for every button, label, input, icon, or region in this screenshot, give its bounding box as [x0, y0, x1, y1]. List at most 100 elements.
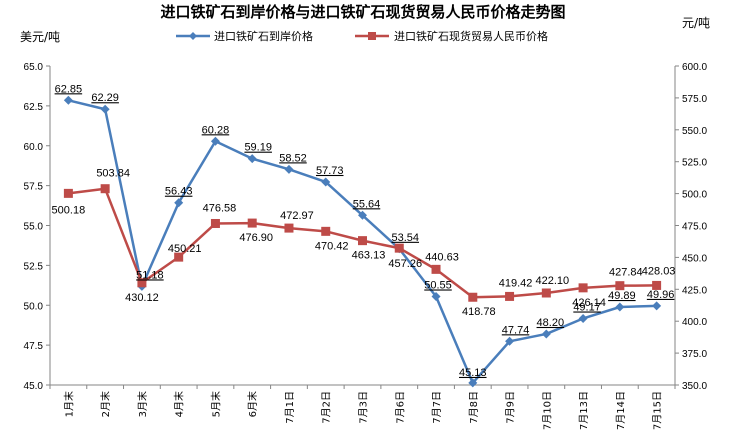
data-label-cif-price: 55.64 — [353, 198, 381, 210]
left-axis-unit: 美元/吨 — [20, 30, 60, 44]
data-label-cif-price: 49.96 — [647, 289, 675, 301]
left-tick-label: 55.0 — [24, 222, 44, 233]
right-tick-label: 475.0 — [682, 222, 707, 233]
data-label-cif-price: 62.29 — [91, 92, 119, 104]
data-label-rmb-price: 440.63 — [425, 251, 459, 263]
left-tick-label: 45.0 — [24, 381, 44, 392]
category-label: 3月末 — [136, 391, 149, 417]
data-label-cif-price: 62.85 — [55, 83, 83, 95]
data-label-rmb-price: 428.03 — [642, 265, 676, 277]
point-marker-cif-price — [468, 378, 478, 388]
right-tick-label: 425.0 — [682, 285, 707, 296]
data-label-cif-price: 59.19 — [244, 142, 272, 154]
left-tick-label: 52.5 — [24, 261, 44, 272]
right-axis-ticks: 350.0 375.0 400.0 425.0 450.0 475.0 500.0 525.0… — [675, 62, 707, 392]
point-marker-rmb-price — [541, 288, 551, 298]
category-label: 7月7日 — [431, 391, 443, 424]
point-marker-cif-price — [578, 313, 588, 323]
point-marker-cif-price — [247, 154, 257, 164]
category-label: 6月末 — [246, 391, 259, 417]
point-marker-cif-price — [358, 210, 367, 220]
category-label: 7月9日 — [505, 391, 517, 424]
point-marker-rmb-price — [174, 252, 184, 262]
point-marker-cif-price — [63, 95, 73, 105]
point-marker-rmb-price — [247, 218, 257, 228]
left-tick-label: 62.5 — [24, 102, 44, 113]
point-marker-cif-price — [652, 301, 662, 311]
category-label: 5月末 — [209, 391, 222, 417]
category-label: 4月末 — [173, 391, 186, 417]
data-label-cif-price: 51.18 — [136, 269, 164, 281]
point-marker-rmb-price — [652, 280, 662, 290]
data-label-rmb-price: 457.26 — [388, 258, 422, 270]
right-tick-label: 400.0 — [682, 317, 707, 328]
point-marker-rmb-price — [358, 236, 367, 246]
point-marker-cif-price — [615, 302, 625, 312]
data-label-rmb-price: 500.18 — [52, 204, 86, 216]
point-marker-rmb-price — [63, 188, 73, 198]
category-label: 7月14日 — [615, 391, 627, 430]
point-marker-rmb-price — [615, 281, 625, 291]
data-label-rmb-price: 450.21 — [168, 243, 202, 255]
chart-title: 进口铁矿石到岸价格与进口铁矿石现货贸易人民币价格走势图 — [160, 3, 565, 21]
data-label-rmb-price: 426.14 — [572, 297, 606, 309]
category-axis-labels: 1月末 2月末 3月末 4月末 5月末 6月末 7月1日 7月2日 7月3日 7月6日 7月7日 7月… — [49, 385, 676, 430]
data-label-cif-price: 60.28 — [202, 124, 230, 136]
data-label-rmb-price: 470.42 — [315, 240, 349, 252]
point-marker-rmb-price — [578, 283, 588, 293]
right-tick-label: 350.0 — [682, 381, 707, 392]
left-tick-label: 65.0 — [24, 62, 44, 73]
point-marker-rmb-price — [468, 292, 478, 302]
data-label-rmb-price: 476.90 — [239, 232, 273, 244]
data-label-cif-price: 56.43 — [165, 186, 193, 198]
point-marker-cif-price — [431, 291, 441, 301]
data-label-rmb-price: 476.58 — [203, 202, 237, 214]
left-axis-ticks: 45.0 47.5 50.0 52.5 55.0 57.5 60.0 62.5 65.0 — [24, 62, 50, 392]
data-label-cif-price: 45.13 — [459, 367, 487, 379]
left-tick-label: 57.5 — [24, 182, 44, 193]
point-marker-cif-price — [321, 177, 331, 187]
point-marker-cif-price — [541, 329, 551, 339]
point-marker-rmb-price — [137, 278, 147, 288]
data-label-cif-price: 47.74 — [502, 324, 530, 336]
data-label-cif-price: 50.55 — [424, 279, 452, 291]
legend-marker-diamond — [189, 32, 197, 40]
data-label-rmb-price: 463.13 — [352, 250, 386, 262]
category-label: 7月2日 — [321, 391, 333, 424]
point-marker-cif-price — [174, 198, 184, 208]
data-label-rmb-price: 503.84 — [96, 168, 130, 180]
data-label-rmb-price: 418.78 — [462, 306, 496, 318]
left-tick-label: 47.5 — [24, 341, 44, 352]
axes — [49, 66, 676, 386]
category-label: 7月13日 — [578, 391, 590, 430]
right-tick-label: 575.0 — [682, 94, 707, 105]
right-tick-label: 500.0 — [682, 190, 707, 201]
left-tick-label: 50.0 — [24, 301, 44, 312]
point-marker-cif-price — [210, 136, 220, 146]
right-tick-label: 375.0 — [682, 349, 707, 360]
left-tick-label: 60.0 — [24, 142, 44, 153]
data-label-rmb-price: 427.84 — [609, 267, 643, 279]
right-tick-label: 550.0 — [682, 126, 707, 137]
data-label-cif-price: 48.20 — [537, 317, 565, 329]
category-label: 7月10日 — [541, 391, 553, 430]
right-tick-label: 600.0 — [682, 62, 707, 73]
category-label: 7月15日 — [652, 391, 664, 430]
category-label: 1月末 — [62, 391, 75, 417]
series-rmb-price — [63, 184, 662, 302]
point-marker-rmb-price — [321, 226, 331, 236]
data-label-cif-price: 58.52 — [279, 152, 307, 164]
data-label-cif-price: 57.73 — [316, 165, 344, 177]
data-label-rmb-price: 422.10 — [535, 275, 569, 287]
legend: 进口铁矿石到岸价格 进口铁矿石现货贸易人民币价格 — [176, 29, 548, 43]
point-marker-rmb-price — [100, 184, 110, 194]
data-label-cif-price: 49.17 — [573, 301, 601, 313]
right-tick-label: 450.0 — [682, 253, 707, 264]
point-marker-cif-price — [100, 104, 110, 114]
point-marker-rmb-price — [210, 218, 220, 228]
data-label-rmb-price: 419.42 — [499, 277, 533, 289]
category-label: 7月6日 — [394, 391, 406, 424]
category-label: 7月3日 — [358, 391, 370, 424]
point-marker-rmb-price — [505, 291, 515, 301]
